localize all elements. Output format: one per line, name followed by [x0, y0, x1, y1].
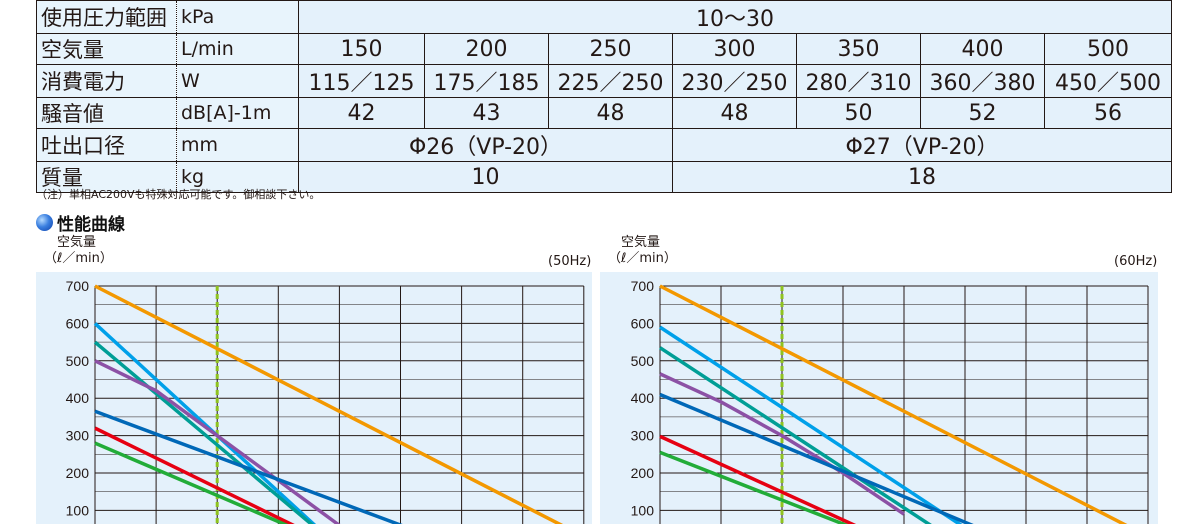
- y-tick-label: 100: [631, 502, 655, 518]
- y-axis-unit: （ℓ／min）: [608, 251, 677, 266]
- spec-row: 使用圧力範囲 kPa 10〜30: [36, 0, 1173, 34]
- section-heading: 性能曲線: [36, 210, 125, 235]
- spec-value-cell: 115／125: [298, 64, 425, 98]
- spec-value-cell: 200: [424, 33, 549, 65]
- spec-value-cell: 150: [298, 33, 425, 65]
- y-tick-label: 700: [631, 278, 655, 294]
- series-line-2: [659, 325, 963, 524]
- series-line-6: [94, 426, 295, 524]
- spec-value-cell: 175／185: [424, 64, 549, 98]
- spec-value-cell: 52: [920, 97, 1045, 129]
- spec-value-cell: 300: [672, 33, 797, 65]
- spec-value-cell: 10〜30: [297, 0, 1173, 34]
- series-line-7: [659, 450, 848, 524]
- y-tick-label: 100: [66, 502, 90, 518]
- spec-row-label: 空気量: [36, 33, 177, 65]
- series-line-6: [659, 434, 857, 524]
- frequency-label: (50Hz): [548, 254, 592, 269]
- y-tick-label: 600: [631, 315, 655, 331]
- y-tick-label: 500: [66, 353, 90, 369]
- series-line-1: [94, 284, 564, 524]
- section-title: 性能曲線: [57, 215, 125, 235]
- spec-row-label: 質量: [36, 161, 177, 193]
- series-line-5: [94, 409, 403, 524]
- spec-row-unit: W: [176, 64, 299, 98]
- spec-row-label: 消費電力: [36, 64, 177, 98]
- y-tick-label: 600: [66, 315, 90, 331]
- series-line-4: [659, 372, 905, 516]
- spec-row: 吐出口径 mm Φ26（VP-20） Φ27（VP-20）: [36, 128, 1173, 162]
- y-tick-label: 500: [631, 353, 655, 369]
- y-tick-label: 400: [631, 390, 655, 406]
- spec-value-cell: Φ26（VP-20）: [298, 128, 673, 162]
- blue-bullet-icon: [36, 214, 53, 231]
- spec-row: 質量 kg 10 18: [36, 161, 1173, 193]
- spec-value-cell: 42: [298, 97, 425, 129]
- spec-row-label: 使用圧力範囲: [36, 0, 177, 34]
- spec-value-cell: 360／380: [920, 64, 1045, 98]
- y-tick-label: 300: [631, 428, 655, 444]
- y-axis-title: 空気量: [621, 235, 661, 250]
- plot-area: 700 600 500 400 300 200 100: [631, 278, 1149, 524]
- series-line-3: [93, 340, 314, 524]
- spec-value-cell: 250: [548, 33, 673, 65]
- series-line-5: [659, 392, 974, 524]
- series-line-4: [94, 359, 341, 524]
- spec-row-unit: dB[A]-1m: [176, 97, 299, 129]
- spec-value-cell: 400: [920, 33, 1045, 65]
- spec-value-cell: 56: [1043, 97, 1173, 129]
- spec-row-unit: mm: [176, 128, 299, 162]
- spec-value-cell: 48: [672, 97, 797, 129]
- y-tick-label: 200: [631, 465, 655, 481]
- series-line-3: [659, 346, 932, 524]
- spec-value-cell: 500: [1043, 33, 1173, 65]
- spec-value-cell: 225／250: [548, 64, 673, 98]
- spec-row-unit: kPa: [176, 0, 299, 34]
- chart-50hz: 空気量 （ℓ／min） (50Hz) 700 600 500 400 300 200 100: [36, 236, 596, 524]
- y-tick-label: 200: [66, 465, 90, 481]
- spec-value-cell: 350: [796, 33, 921, 65]
- spec-row: 消費電力 W 115／125 175／185 225／250 230／250 280／310…: [36, 64, 1173, 98]
- spec-row: 空気量 L/min 150 200 250 300 350 400 500: [36, 33, 1173, 65]
- spec-value-cell: 230／250: [672, 64, 797, 98]
- spec-value-cell: 18: [671, 161, 1173, 193]
- y-tick-label: 700: [66, 278, 90, 294]
- series-line-1: [659, 284, 1128, 524]
- spec-value-cell: 50: [796, 97, 921, 129]
- series-line-7: [94, 441, 289, 524]
- spec-value-cell: 48: [548, 97, 673, 129]
- spec-row: 騒音値 dB[A]-1m 42 43 48 48 50 52 56: [36, 97, 1173, 129]
- spec-value-cell: Φ27（VP-20）: [671, 128, 1173, 162]
- spec-value-cell: 450／500: [1043, 64, 1173, 98]
- spec-row-unit: L/min: [176, 33, 299, 65]
- spec-value-cell: 10: [298, 161, 673, 193]
- chart-60hz: 空気量 （ℓ／min） (60Hz) 700 600 500 400 300 200 100: [600, 236, 1160, 524]
- frequency-label: (60Hz): [1114, 254, 1158, 269]
- spec-table: 使用圧力範囲 kPa 10〜30 空気量 L/min 150 200 250 300 350 400…: [36, 0, 1173, 193]
- spec-value-cell: 43: [424, 97, 549, 129]
- y-axis-title: 空気量: [57, 235, 97, 250]
- y-tick-label: 300: [66, 428, 90, 444]
- footnote: （注）単相AC200Vも特殊対応可能です。御相談下さい。: [36, 188, 321, 201]
- spec-value-cell: 280／310: [796, 64, 921, 98]
- y-tick-label: 400: [66, 390, 90, 406]
- spec-row-label: 吐出口径: [36, 128, 177, 162]
- spec-table-body: 使用圧力範囲 kPa 10〜30 空気量 L/min 150 200 250 300 350 400…: [36, 0, 1173, 193]
- spec-row-label: 騒音値: [36, 97, 177, 129]
- plot-area: 700 600 500 400 300 200 100: [66, 278, 585, 524]
- y-axis-unit: （ℓ／min）: [44, 251, 113, 266]
